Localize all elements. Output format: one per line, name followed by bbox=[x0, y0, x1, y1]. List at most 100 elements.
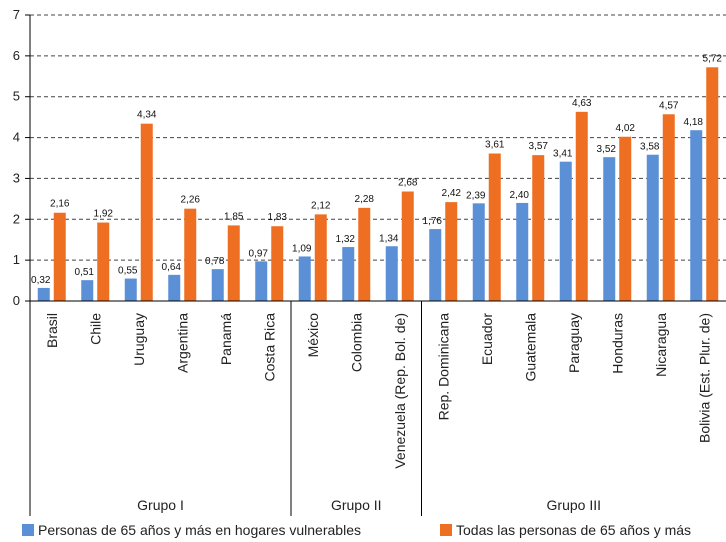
data-label-vulnerable: 1,32 bbox=[336, 234, 356, 245]
group-label: Grupo II bbox=[331, 497, 382, 513]
category-label: Costa Rica bbox=[261, 313, 277, 382]
bar-all bbox=[97, 222, 110, 301]
data-label-all: 4,63 bbox=[572, 98, 592, 109]
category-label: Ecuador bbox=[479, 313, 495, 365]
data-label-all: 1,85 bbox=[224, 211, 244, 222]
y-tick-label: 1 bbox=[13, 252, 20, 267]
category-label: Guatemala bbox=[522, 313, 538, 382]
data-label-vulnerable: 1,09 bbox=[292, 243, 312, 254]
y-tick-label: 6 bbox=[13, 48, 20, 63]
data-label-vulnerable: 1,34 bbox=[379, 233, 399, 244]
bars bbox=[37, 67, 719, 302]
bar-all bbox=[488, 153, 501, 301]
bar-all bbox=[271, 226, 284, 301]
y-tick-label: 4 bbox=[13, 130, 20, 145]
category-label: Bolivia (Est. Plur. de) bbox=[696, 313, 712, 443]
category-label: México bbox=[305, 313, 321, 358]
bar-vulnerable bbox=[168, 274, 181, 301]
category-label: Nicaragua bbox=[653, 313, 669, 377]
data-label-vulnerable: 0,64 bbox=[162, 262, 182, 273]
bar-vulnerable bbox=[472, 203, 485, 301]
data-labels: 0,32 2,16 0,51 1,92 0,55 4,34 0,64 2,26 0,78 1,85… bbox=[31, 53, 722, 286]
bar-vulnerable bbox=[646, 154, 659, 301]
bar-vulnerable bbox=[516, 202, 529, 301]
data-label-all: 5,72 bbox=[703, 53, 723, 64]
data-label-all: 2,26 bbox=[181, 195, 201, 206]
bar-all bbox=[575, 111, 588, 302]
bar-all bbox=[184, 208, 197, 301]
bar-vulnerable bbox=[211, 269, 224, 301]
category-label: Colombia bbox=[348, 313, 364, 372]
category-label: Uruguay bbox=[131, 313, 147, 366]
y-tick-label: 7 bbox=[13, 7, 20, 22]
category-label: Brasil bbox=[44, 313, 60, 348]
data-label-vulnerable: 0,97 bbox=[249, 248, 269, 259]
legend-label-vulnerable: Personas de 65 años y más en hogares vul… bbox=[38, 522, 361, 538]
group-labels: Grupo I Grupo II Grupo III bbox=[29, 301, 601, 516]
data-label-all: 4,02 bbox=[616, 123, 636, 134]
y-tick-label: 3 bbox=[13, 170, 20, 185]
data-label-all: 2,16 bbox=[50, 199, 70, 210]
axes: 0 1 2 3 4 5 6 7 bbox=[13, 7, 726, 308]
data-label-all: 2,28 bbox=[355, 194, 375, 205]
category-label: Panamá bbox=[218, 313, 234, 365]
category-labels: Brasil Chile Uruguay Argentina Panamá Costa R… bbox=[44, 313, 713, 469]
data-label-all: 1,83 bbox=[268, 212, 288, 223]
data-label-vulnerable: 3,58 bbox=[640, 142, 660, 153]
y-tick-label: 5 bbox=[13, 89, 20, 104]
legend-swatch-all bbox=[440, 524, 452, 536]
bar-vulnerable bbox=[385, 246, 398, 301]
y-tick-label: 2 bbox=[13, 211, 20, 226]
bar-vulnerable bbox=[690, 130, 703, 301]
data-label-vulnerable: 3,52 bbox=[597, 144, 617, 155]
category-label: Chile bbox=[87, 313, 103, 345]
data-label-vulnerable: 0,32 bbox=[31, 275, 51, 286]
bar-all bbox=[314, 214, 327, 301]
legend-swatch-vulnerable bbox=[22, 524, 34, 536]
category-label: Venezuela (Rep. Bol. de) bbox=[392, 313, 408, 469]
bar-vulnerable bbox=[429, 229, 442, 301]
category-label: Rep. Dominicana bbox=[435, 313, 451, 421]
legend-label-all: Todas las personas de 65 años y más bbox=[456, 522, 692, 538]
group-label: Grupo III bbox=[547, 497, 601, 513]
data-label-vulnerable: 1,76 bbox=[423, 216, 443, 227]
bar-all bbox=[532, 155, 545, 301]
data-label-vulnerable: 4,18 bbox=[684, 117, 704, 128]
data-label-vulnerable: 3,41 bbox=[553, 149, 573, 160]
bar-vulnerable bbox=[603, 157, 616, 301]
bar-all bbox=[662, 114, 675, 301]
bar-all bbox=[706, 67, 719, 301]
bar-vulnerable bbox=[37, 287, 50, 301]
data-label-all: 2,68 bbox=[398, 178, 418, 189]
data-label-vulnerable: 0,55 bbox=[118, 266, 138, 277]
bar-vulnerable bbox=[298, 256, 311, 301]
bar-vulnerable bbox=[559, 161, 572, 301]
data-label-all: 1,92 bbox=[94, 209, 114, 220]
bar-vulnerable bbox=[81, 280, 94, 301]
bar-all bbox=[445, 202, 458, 301]
bar-vulnerable bbox=[342, 247, 355, 301]
bar-vulnerable bbox=[124, 278, 137, 301]
data-label-all: 2,42 bbox=[442, 188, 462, 199]
category-label: Argentina bbox=[174, 313, 190, 373]
data-label-vulnerable: 2,40 bbox=[510, 190, 530, 201]
category-label: Honduras bbox=[609, 313, 625, 374]
bar-all bbox=[619, 136, 632, 301]
legend-item-all: Todas las personas de 65 años y más bbox=[440, 522, 691, 538]
bar-all bbox=[358, 207, 371, 301]
legend-item-vulnerable: Personas de 65 años y más en hogares vul… bbox=[22, 522, 361, 538]
bar-all bbox=[140, 123, 153, 302]
bar-all bbox=[401, 191, 414, 301]
data-label-vulnerable: 0,51 bbox=[75, 267, 95, 278]
data-label-all: 3,61 bbox=[485, 140, 505, 151]
data-label-all: 3,57 bbox=[529, 141, 549, 152]
bar-vulnerable bbox=[255, 261, 268, 301]
bar-all bbox=[53, 212, 66, 301]
data-label-vulnerable: 2,39 bbox=[466, 190, 486, 201]
data-label-all: 2,12 bbox=[311, 200, 331, 211]
bar-all bbox=[227, 225, 240, 301]
category-label: Paraguay bbox=[566, 313, 582, 373]
data-label-all: 4,34 bbox=[137, 110, 157, 121]
data-label-vulnerable: 0,78 bbox=[205, 256, 225, 267]
